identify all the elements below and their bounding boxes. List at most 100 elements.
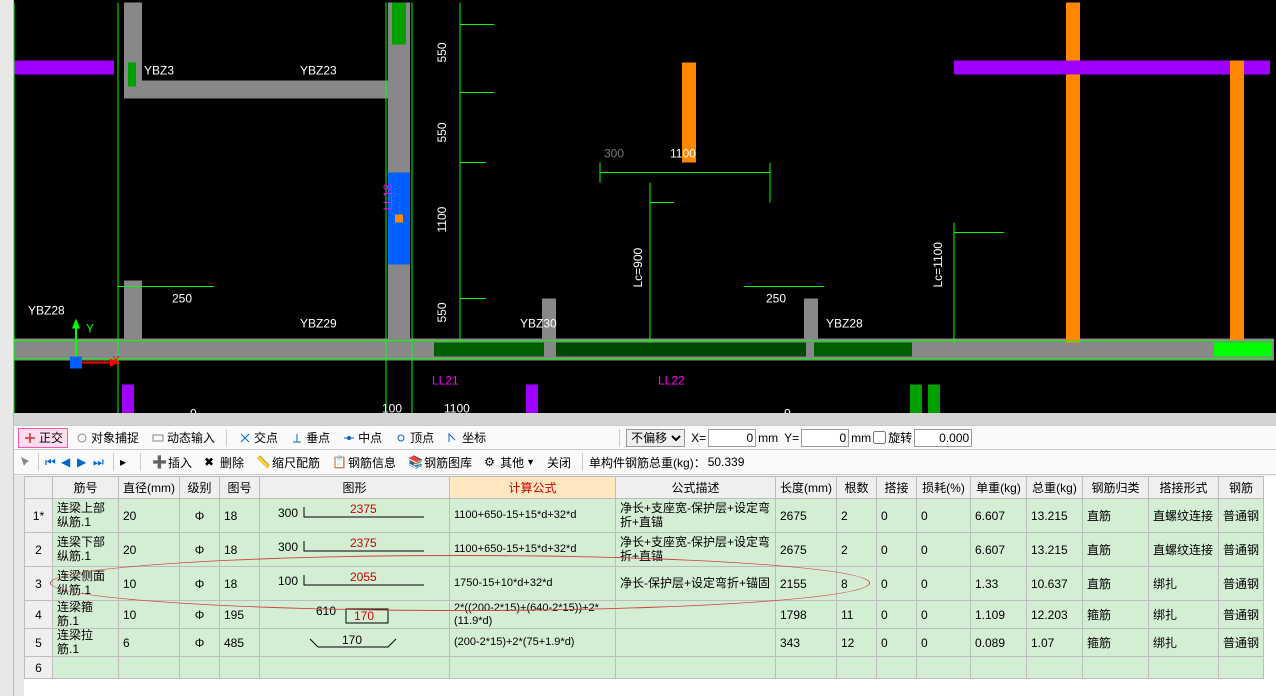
cell-fig[interactable]: 18 xyxy=(220,499,260,533)
cell-name[interactable]: 连梁下部纵筋.1 xyxy=(53,533,119,567)
cell-desc[interactable]: 净长+支座宽-保护层+设定弯折+直锚 xyxy=(616,533,776,567)
cell-join[interactable]: 绑扎 xyxy=(1149,629,1219,657)
cell-uw[interactable]: 1.33 xyxy=(971,567,1027,601)
table-header[interactable]: 公式描述 xyxy=(616,477,776,499)
cell-name[interactable]: 连梁拉筋.1 xyxy=(53,629,119,657)
cell-tw[interactable]: 13.215 xyxy=(1027,533,1083,567)
select-icon[interactable] xyxy=(18,455,32,469)
cell-len[interactable]: 2675 xyxy=(776,499,837,533)
offset-select[interactable]: 不偏移 xyxy=(626,429,685,447)
table-header[interactable]: 搭接 xyxy=(877,477,917,499)
table-header[interactable]: 根数 xyxy=(837,477,877,499)
cell-len[interactable]: 1798 xyxy=(776,601,837,629)
cell-dia[interactable]: 6 xyxy=(119,629,180,657)
prev-icon[interactable]: ◀ xyxy=(61,455,75,469)
cad-hscrollbar[interactable] xyxy=(14,413,1276,425)
cell-type[interactable]: 普通钢 xyxy=(1219,601,1264,629)
cell-cat[interactable]: 箍筋 xyxy=(1083,629,1149,657)
cell-cat[interactable]: 箍筋 xyxy=(1083,601,1149,629)
cell-tw[interactable]: 13.215 xyxy=(1027,499,1083,533)
table-header[interactable]: 图号 xyxy=(220,477,260,499)
cell-desc[interactable] xyxy=(616,601,776,629)
cell-cnt[interactable]: 12 xyxy=(837,629,877,657)
cell-type[interactable]: 普通钢 xyxy=(1219,499,1264,533)
cell-uw[interactable]: 6.607 xyxy=(971,533,1027,567)
info-button[interactable]: 📋钢筋信息 xyxy=(327,452,401,472)
cell-grade[interactable]: Φ xyxy=(180,533,220,567)
cell-desc[interactable]: 净长+支座宽-保护层+设定弯折+直锚 xyxy=(616,499,776,533)
cell-formula[interactable]: 1100+650-15+15*d+32*d xyxy=(450,533,616,567)
dyn-input-button[interactable]: 动态输入 xyxy=(146,428,220,448)
next-icon[interactable]: ▶ xyxy=(77,455,91,469)
table-header[interactable]: 钢筋归类 xyxy=(1083,477,1149,499)
last-icon[interactable]: ⏭ xyxy=(93,455,107,469)
cell-loss[interactable]: 0 xyxy=(917,601,971,629)
cell-lap[interactable]: 0 xyxy=(877,601,917,629)
cell-fig[interactable]: 18 xyxy=(220,567,260,601)
ortho-button[interactable]: 正交 xyxy=(18,428,68,448)
table-header[interactable]: 长度(mm) xyxy=(776,477,837,499)
cell-shape[interactable]: 610170 xyxy=(260,601,450,629)
table-header[interactable]: 直径(mm) xyxy=(119,477,180,499)
top-button[interactable]: 顶点 xyxy=(389,428,439,448)
cell-type[interactable]: 普通钢 xyxy=(1219,567,1264,601)
cell-fig[interactable]: 485 xyxy=(220,629,260,657)
cell-cnt[interactable]: 8 xyxy=(837,567,877,601)
cell-shape[interactable]: 3002375 xyxy=(260,499,450,533)
arrow-icon[interactable]: ▸ xyxy=(120,455,134,469)
cad-viewport[interactable]: YBZ3YBZ23YBZ28YBZ29YBZ30YBZ28LL18LL21LL2… xyxy=(14,0,1276,425)
table-header[interactable]: 图形 xyxy=(260,477,450,499)
mid-button[interactable]: 中点 xyxy=(337,428,387,448)
cell-lap[interactable]: 0 xyxy=(877,567,917,601)
cell-fig[interactable]: 18 xyxy=(220,533,260,567)
cell-shape[interactable]: 1002055 xyxy=(260,567,450,601)
table-header[interactable]: 钢筋 xyxy=(1219,477,1264,499)
table-header[interactable]: 搭接形式 xyxy=(1149,477,1219,499)
cell-lap[interactable]: 0 xyxy=(877,533,917,567)
table-header[interactable]: 筋号 xyxy=(53,477,119,499)
table-row[interactable]: 1* 连梁上部纵筋.1 20 Φ 18 3002375 1100+650-15+… xyxy=(25,499,1264,533)
rebar-table[interactable]: 筋号直径(mm)级别图号图形计算公式公式描述长度(mm)根数搭接损耗(%)单重(… xyxy=(24,476,1264,679)
cell-uw[interactable]: 1.109 xyxy=(971,601,1027,629)
cell-type[interactable]: 普通钢 xyxy=(1219,533,1264,567)
cell-len[interactable]: 2155 xyxy=(776,567,837,601)
cell-cnt[interactable]: 2 xyxy=(837,533,877,567)
coord-button[interactable]: 坐标 xyxy=(441,428,491,448)
perp-button[interactable]: 垂点 xyxy=(285,428,335,448)
cell-len[interactable]: 343 xyxy=(776,629,837,657)
cell-grade[interactable]: Φ xyxy=(180,567,220,601)
table-header[interactable]: 单重(kg) xyxy=(971,477,1027,499)
rotate-input[interactable] xyxy=(914,429,972,447)
table-header[interactable]: 损耗(%) xyxy=(917,477,971,499)
delete-button[interactable]: ✖删除 xyxy=(199,452,249,472)
cell-join[interactable]: 绑扎 xyxy=(1149,601,1219,629)
cell-shape[interactable]: 3002375 xyxy=(260,533,450,567)
insert-button[interactable]: ➕插入 xyxy=(147,452,197,472)
first-icon[interactable]: ⏮ xyxy=(45,455,59,469)
cell-fig[interactable]: 195 xyxy=(220,601,260,629)
cell-formula[interactable]: 1100+650-15+15*d+32*d xyxy=(450,499,616,533)
cell-dia[interactable]: 10 xyxy=(119,567,180,601)
snap-button[interactable]: 对象捕捉 xyxy=(70,428,144,448)
cell-grade[interactable]: Φ xyxy=(180,601,220,629)
cell-tw[interactable]: 1.07 xyxy=(1027,629,1083,657)
scale-button[interactable]: 📏缩尺配筋 xyxy=(251,452,325,472)
cell-uw[interactable]: 6.607 xyxy=(971,499,1027,533)
cell-dia[interactable]: 10 xyxy=(119,601,180,629)
cell-join[interactable]: 直螺纹连接 xyxy=(1149,499,1219,533)
cell-cat[interactable]: 直筋 xyxy=(1083,499,1149,533)
cell-cat[interactable]: 直筋 xyxy=(1083,533,1149,567)
cell-loss[interactable]: 0 xyxy=(917,567,971,601)
close-button[interactable]: 关闭 xyxy=(542,452,576,472)
y-input[interactable] xyxy=(801,429,849,447)
cell-tw[interactable]: 10.637 xyxy=(1027,567,1083,601)
table-header[interactable]: 计算公式 xyxy=(450,477,616,499)
cell-loss[interactable]: 0 xyxy=(917,629,971,657)
cell-lap[interactable]: 0 xyxy=(877,629,917,657)
cell-loss[interactable]: 0 xyxy=(917,533,971,567)
cell-cnt[interactable]: 11 xyxy=(837,601,877,629)
cell-name[interactable]: 连梁侧面纵筋.1 xyxy=(53,567,119,601)
cell-shape[interactable]: 170 xyxy=(260,629,450,657)
cell-dia[interactable]: 20 xyxy=(119,533,180,567)
table-row[interactable]: 5 连梁拉筋.1 6 Φ 485 170 (200-2*15)+2*(75+1.… xyxy=(25,629,1264,657)
